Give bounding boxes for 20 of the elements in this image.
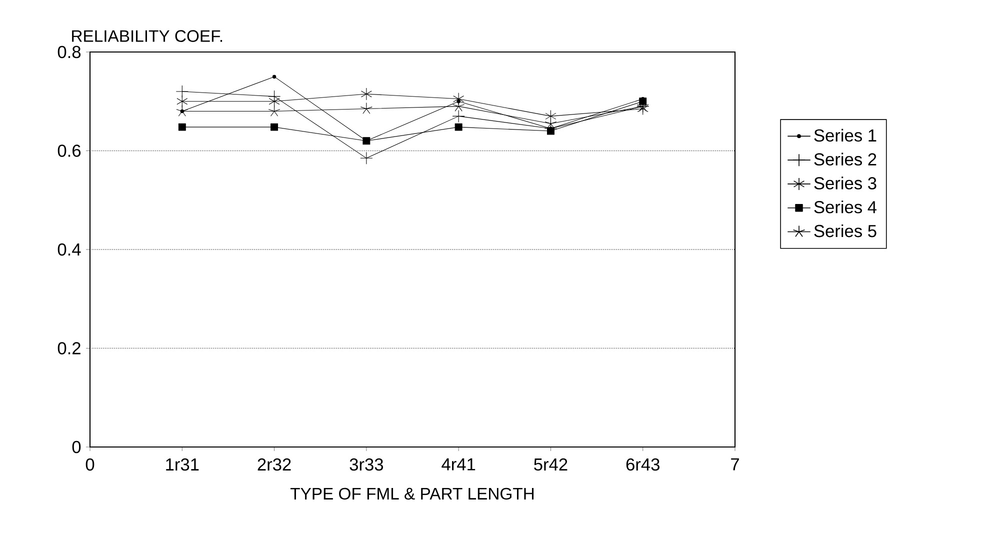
legend-label: Series 4 — [814, 200, 877, 214]
y-tick-label: 0.8 — [58, 46, 81, 58]
x-tick-label: 2r32 — [258, 458, 291, 471]
legend-label: Series 5 — [814, 224, 876, 238]
x-tick-label: 6r43 — [626, 458, 660, 471]
x-tick-label: 3r33 — [350, 458, 384, 471]
y-tick-label: 0.2 — [58, 342, 80, 354]
x-tick-label: 7 — [731, 458, 739, 470]
y-tick-label: 0.4 — [58, 243, 81, 256]
legend-label: Series 3 — [814, 176, 876, 190]
legend-label: Series 1 — [814, 128, 876, 142]
y-tick-label: 0.6 — [58, 144, 81, 157]
y-tick-label: 0 — [72, 440, 81, 454]
legend-label: Series 2 — [814, 152, 876, 166]
x-tick-label: 1r31 — [166, 458, 199, 471]
x-tick-label: 5r42 — [534, 458, 568, 471]
x-axis-title: TYPE OF FML & PART LENGTH — [290, 488, 534, 500]
x-tick-label: 0 — [86, 458, 94, 471]
x-tick-label: 4r41 — [442, 458, 476, 470]
y-axis-title: RELIABILITY COEF. — [72, 30, 222, 42]
